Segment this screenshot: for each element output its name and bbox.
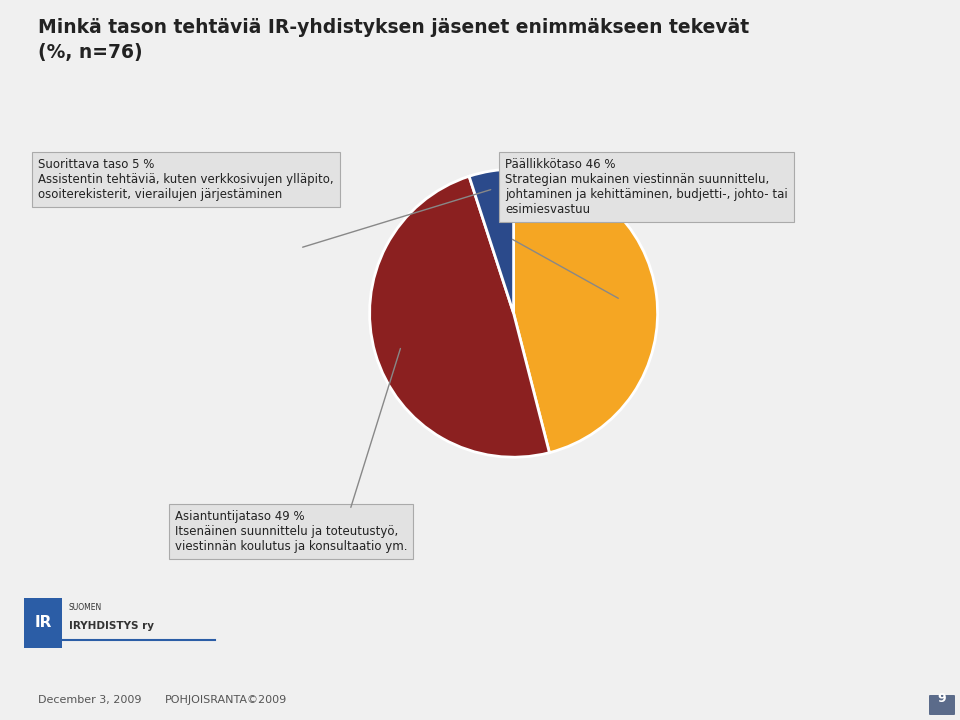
Text: IRYHDISTYS ry: IRYHDISTYS ry [69,621,154,631]
Text: POHJOISRANTA©2009: POHJOISRANTA©2009 [165,695,287,705]
Wedge shape [514,169,658,453]
Wedge shape [469,169,514,313]
Text: Minkä tason tehtäviä IR-yhdistyksen jäsenet enimmäkseen tekevät
(%, n=76): Minkä tason tehtäviä IR-yhdistyksen jäse… [38,18,749,62]
Text: SUOMEN: SUOMEN [69,603,102,612]
Text: Suorittava taso 5 %
Assistentin tehtäviä, kuten verkkosivujen ylläpito,
osoitere: Suorittava taso 5 % Assistentin tehtäviä… [38,158,334,201]
Text: Päällikkötaso 46 %
Strategian mukainen viestinnän suunnittelu,
johtaminen ja keh: Päällikkötaso 46 % Strategian mukainen v… [505,158,788,216]
Wedge shape [370,176,549,457]
FancyBboxPatch shape [929,695,955,715]
Text: Asiantuntijataso 49 %
Itsenäinen suunnittelu ja toteutustyö,
viestinnän koulutus: Asiantuntijataso 49 % Itsenäinen suunnit… [175,510,407,553]
Text: IR: IR [35,616,52,630]
Text: 9: 9 [938,692,947,705]
FancyBboxPatch shape [24,598,62,648]
Text: December 3, 2009: December 3, 2009 [38,695,141,705]
